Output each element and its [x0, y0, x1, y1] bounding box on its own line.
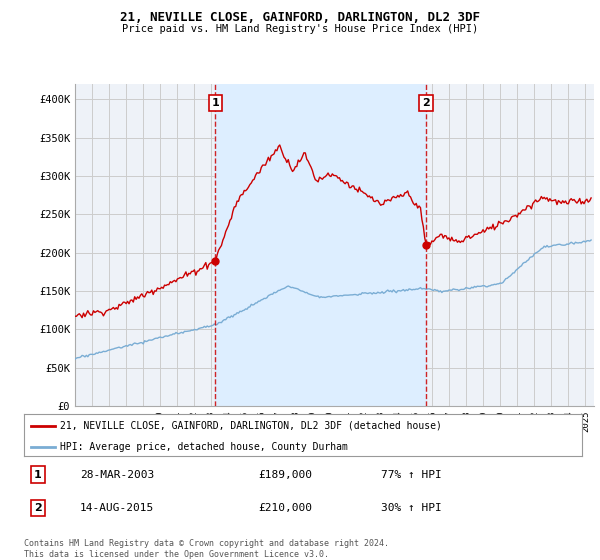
Text: 30% ↑ HPI: 30% ↑ HPI — [381, 503, 442, 513]
Text: 1: 1 — [211, 98, 219, 108]
Text: 21, NEVILLE CLOSE, GAINFORD, DARLINGTON, DL2 3DF: 21, NEVILLE CLOSE, GAINFORD, DARLINGTON,… — [120, 11, 480, 24]
Text: 21, NEVILLE CLOSE, GAINFORD, DARLINGTON, DL2 3DF (detached house): 21, NEVILLE CLOSE, GAINFORD, DARLINGTON,… — [60, 421, 442, 431]
Text: 14-AUG-2015: 14-AUG-2015 — [80, 503, 154, 513]
Text: Price paid vs. HM Land Registry's House Price Index (HPI): Price paid vs. HM Land Registry's House … — [122, 24, 478, 34]
Text: Contains HM Land Registry data © Crown copyright and database right 2024.
This d: Contains HM Land Registry data © Crown c… — [24, 539, 389, 559]
Text: HPI: Average price, detached house, County Durham: HPI: Average price, detached house, Coun… — [60, 442, 348, 452]
Text: £210,000: £210,000 — [259, 503, 313, 513]
Text: 77% ↑ HPI: 77% ↑ HPI — [381, 470, 442, 479]
Text: 2: 2 — [422, 98, 430, 108]
Text: 2: 2 — [34, 503, 42, 513]
Text: 1: 1 — [34, 470, 42, 479]
Bar — [215, 84, 426, 406]
Text: 28-MAR-2003: 28-MAR-2003 — [80, 470, 154, 479]
Text: £189,000: £189,000 — [259, 470, 313, 479]
